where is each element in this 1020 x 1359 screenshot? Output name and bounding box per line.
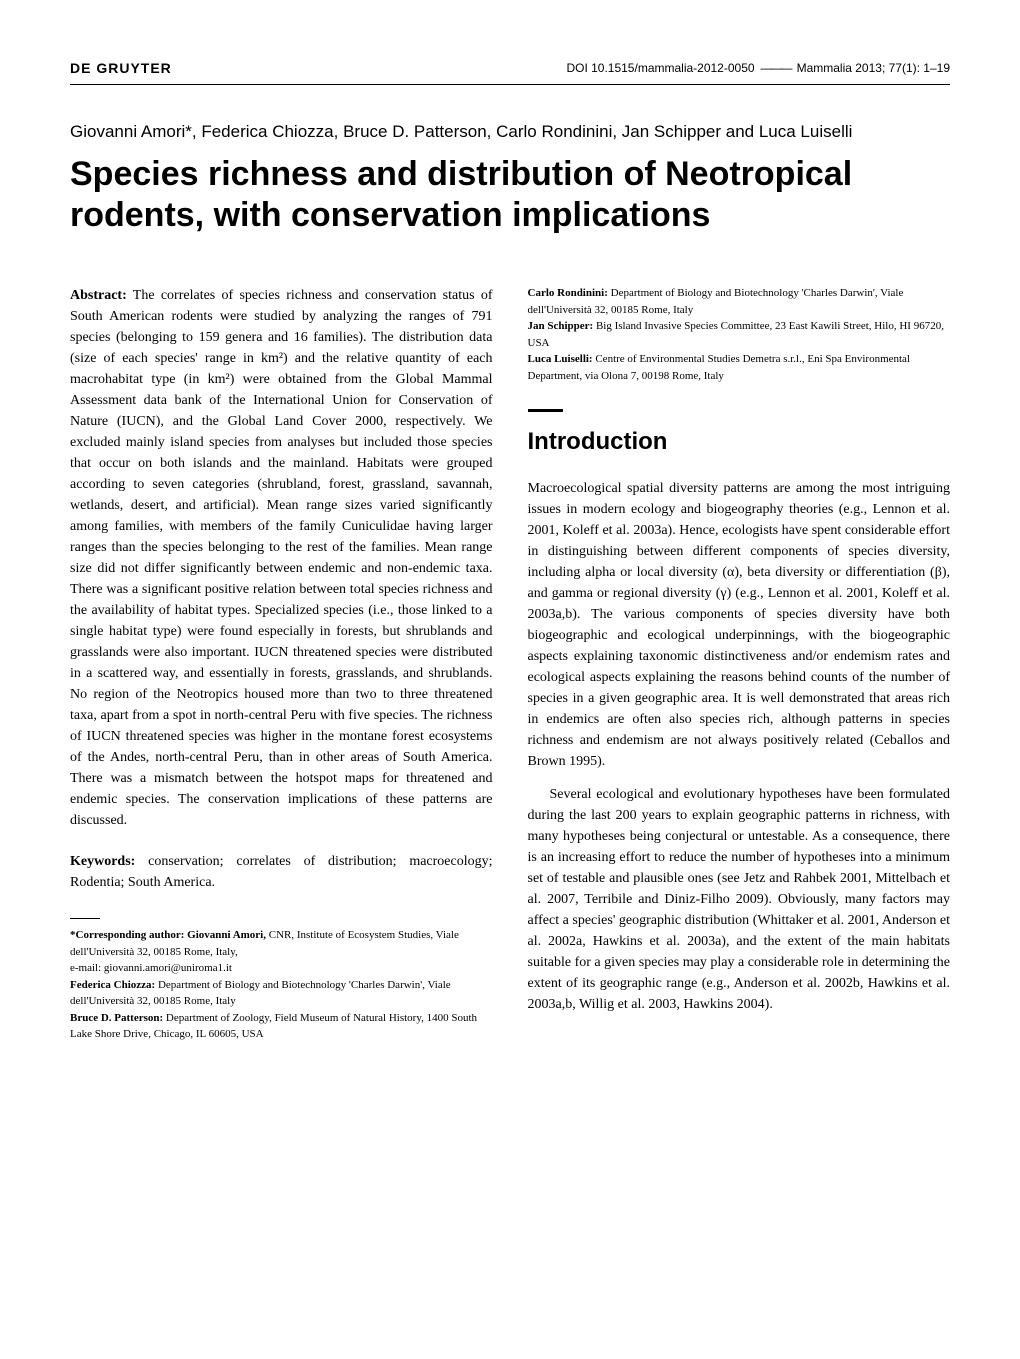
corresponding-author-email: e-mail: giovanni.amori@uniroma1.it [70,962,232,974]
right-affiliation-1: Jan Schipper: Big Island Invasive Specie… [528,318,951,351]
left-column: Abstract: The correlates of species rich… [70,285,493,1043]
affiliation-name: Luca Luiselli: [528,353,593,365]
left-affiliation-0: Federica Chiozza: Department of Biology … [70,977,493,1010]
corresponding-author-block: *Corresponding author: Giovanni Amori, C… [70,927,493,977]
right-affiliation-2: Luca Luiselli: Centre of Environmental S… [528,351,951,384]
keywords-paragraph: Keywords: conservation; correlates of di… [70,851,493,893]
affiliation-name: Federica Chiozza: [70,979,155,991]
abstract-body: The correlates of species richness and c… [70,288,493,828]
affiliation-name: Carlo Rondinini: [528,287,608,299]
right-affiliations-block: Carlo Rondinini: Department of Biology a… [528,285,951,384]
abstract-paragraph: Abstract: The correlates of species rich… [70,285,493,831]
publisher-name: DE GRUYTER [70,60,172,76]
doi-journal-info: DOI 10.1515/mammalia-2012-0050 ——— Mamma… [566,61,950,75]
intro-paragraph-1: Macroecological spatial diversity patter… [528,478,951,772]
introduction-heading: Introduction [528,424,951,460]
left-affiliation-1: Bruce D. Patterson: Department of Zoolog… [70,1010,493,1043]
article-title: Species richness and distribution of Neo… [70,154,950,236]
affiliation-name: Jan Schipper: [528,320,594,332]
affiliation-name: Bruce D. Patterson: [70,1012,163,1024]
author-section-divider [70,918,100,919]
doi-text: DOI 10.1515/mammalia-2012-0050 [566,61,754,75]
section-divider [528,409,563,412]
two-column-layout: Abstract: The correlates of species rich… [70,285,950,1043]
keywords-label: Keywords: [70,854,135,869]
authors-list: Giovanni Amori*, Federica Chiozza, Bruce… [70,120,950,144]
right-column: Carlo Rondinini: Department of Biology a… [528,285,951,1043]
intro-paragraph-2: Several ecological and evolutionary hypo… [528,784,951,1015]
corresponding-author-label: *Corresponding author: Giovanni Amori, [70,929,266,941]
right-affiliation-0: Carlo Rondinini: Department of Biology a… [528,285,951,318]
abstract-label: Abstract: [70,288,127,303]
page-header: DE GRUYTER DOI 10.1515/mammalia-2012-005… [70,60,950,76]
journal-citation: Mammalia 2013; 77(1): 1–19 [797,61,950,75]
separator-dash: ——— [758,61,793,75]
header-divider [70,84,950,85]
